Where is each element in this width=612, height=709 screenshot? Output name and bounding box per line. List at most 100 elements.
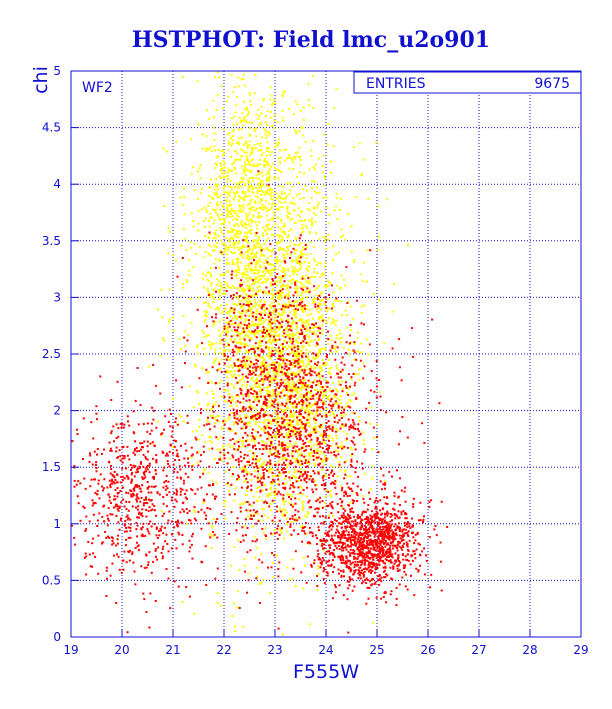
data-point [253,441,256,444]
data-point [179,196,182,199]
data-point [245,349,248,352]
data-point [254,436,257,439]
data-point [340,554,343,557]
data-point [344,527,347,529]
data-point [219,295,222,298]
data-point [230,73,233,76]
data-point [339,498,342,500]
data-point [230,246,233,249]
data-point [226,371,229,374]
data-point [261,174,264,177]
data-point [304,514,307,517]
data-point [254,278,257,281]
data-point [358,379,361,382]
data-point [267,209,270,212]
data-point [398,583,401,586]
data-point [312,444,315,447]
data-point [190,212,193,215]
data-point [233,546,236,548]
data-point [310,564,313,566]
data-point [219,285,222,288]
data-point [273,497,276,499]
data-point [340,441,343,444]
data-point [265,154,268,157]
data-point [299,432,302,435]
data-point [237,315,240,318]
data-point [340,424,343,427]
data-point [251,351,254,354]
data-point [270,116,273,119]
data-point [260,344,263,347]
data-point [262,376,265,379]
data-point [335,449,338,452]
data-point [367,552,370,555]
data-point [365,568,368,571]
data-point [241,502,244,505]
data-point [272,448,275,451]
data-point [389,544,392,547]
data-point [365,551,368,554]
data-point [271,102,274,105]
data-point [335,428,338,430]
data-point [303,372,306,375]
data-point [226,180,229,183]
data-point [389,520,392,523]
data-point [241,190,244,193]
data-point [218,329,221,332]
data-point [269,468,272,471]
data-point [240,128,243,131]
data-point [327,396,330,398]
data-point [288,383,290,386]
data-point [282,185,285,188]
data-point [326,321,329,324]
data-point [258,385,261,388]
data-point [217,204,220,206]
data-point [384,534,387,537]
data-point [309,282,312,285]
data-point [341,313,344,316]
data-point [344,562,346,565]
data-point [361,532,363,535]
data-point [376,249,379,252]
data-point [236,318,239,321]
data-point [318,326,321,329]
data-point [236,304,239,307]
data-point [208,295,211,298]
data-point [257,329,260,332]
data-point [305,408,308,411]
data-point [233,229,236,231]
data-point [283,149,286,152]
data-point [295,130,298,133]
data-point [280,363,283,366]
data-point [270,395,273,398]
data-point [248,134,251,137]
data-point [301,274,304,277]
data-point [376,575,379,578]
data-point [167,226,170,229]
data-point [347,486,350,489]
data-point [289,240,292,243]
data-point [378,521,381,524]
data-point [300,389,303,392]
data-point [262,152,265,155]
data-point [287,318,290,321]
data-point [250,385,253,388]
data-point [248,572,251,575]
data-point [362,556,365,559]
data-point [240,410,243,413]
data-point [381,545,383,548]
data-point [349,545,352,548]
data-point [272,234,275,237]
data-point [344,518,347,521]
data-point [345,557,348,560]
data-point [364,561,366,564]
data-point [298,146,301,149]
data-point [269,403,272,405]
data-point [325,196,328,199]
data-point [253,278,256,281]
data-point [237,215,240,218]
data-point [404,573,407,576]
data-point [257,118,260,120]
data-point [283,223,286,226]
data-point [360,538,362,541]
